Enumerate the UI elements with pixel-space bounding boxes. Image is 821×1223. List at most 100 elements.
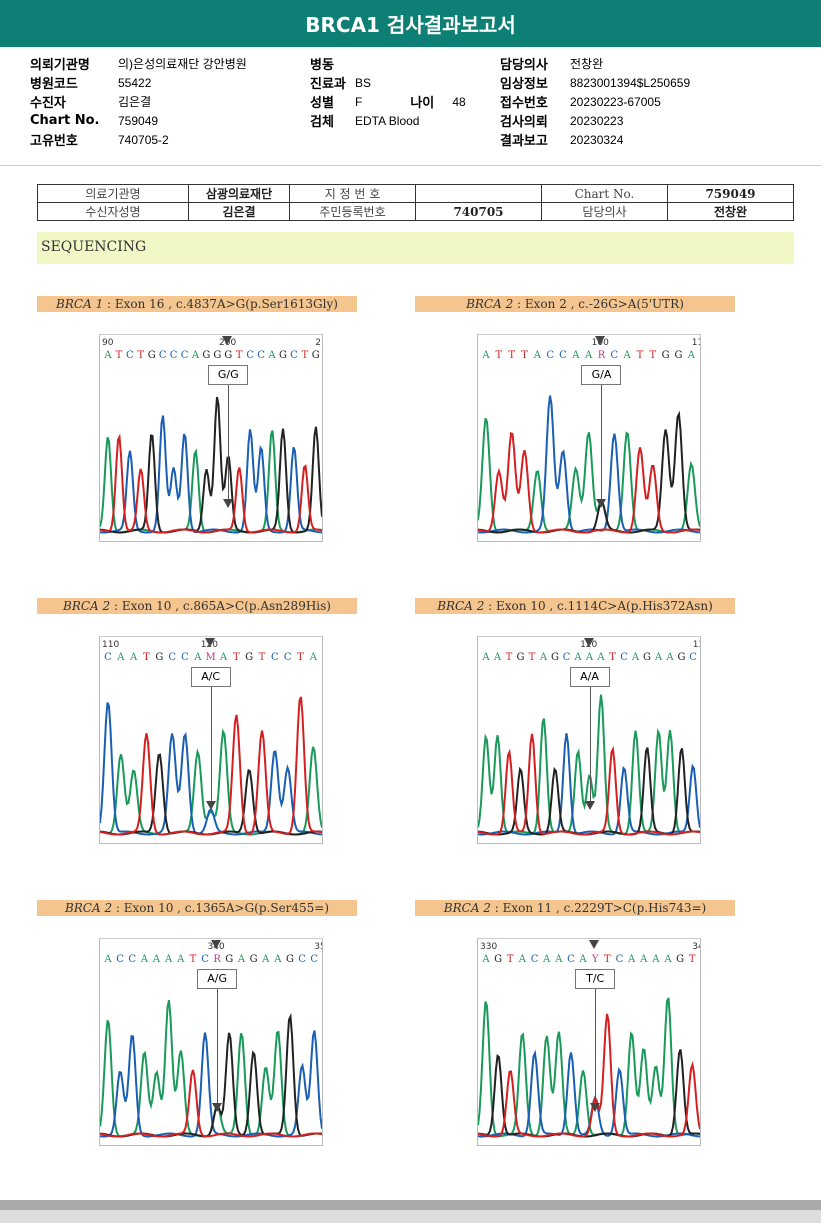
base-call: A: [627, 954, 636, 965]
genotype-box: A/C: [190, 667, 231, 687]
base-call: C: [610, 350, 618, 361]
base-call: C: [310, 954, 318, 965]
base-call: R: [213, 954, 221, 965]
base-call: C: [128, 954, 136, 965]
base-call: C: [201, 954, 209, 965]
base-call: T: [529, 652, 536, 663]
base-call: A: [542, 954, 551, 965]
trace-A: [478, 694, 700, 836]
trace-G: [100, 396, 322, 534]
info-value: 김은결: [118, 95, 152, 109]
genotype-box: A/A: [569, 667, 610, 687]
base-call: C: [546, 350, 554, 361]
base-call: A: [267, 350, 276, 361]
info-value: 8823001394$L250659: [570, 75, 691, 90]
base-call: A: [663, 954, 672, 965]
info-row: 수진자 김은결: [30, 92, 247, 111]
variant-label: BRCA 2 : Exon 10 , c.865A>C(p.Asn289His): [37, 598, 357, 614]
gene-name: BRCA 2: [64, 901, 113, 915]
position-tick: 330: [480, 942, 497, 952]
trace-G: [478, 410, 700, 534]
variant-label: BRCA 2 : Exon 11 , c.2229T>C(p.His743=): [415, 900, 735, 916]
base-call: A: [584, 350, 593, 361]
base-call: T: [649, 350, 656, 361]
variant-description: : Exon 2 , c.-26G>A(5'UTR): [513, 297, 684, 311]
base-call: A: [140, 954, 149, 965]
cell: [415, 184, 542, 203]
genotype-box: G/A: [581, 365, 622, 385]
gene-name: BRCA 1: [56, 297, 104, 311]
trace-T: [100, 433, 322, 534]
cell: 수신자성명: [37, 202, 189, 221]
base-call: G: [662, 350, 670, 361]
base-call: C: [531, 954, 539, 965]
base-call: T: [259, 652, 266, 663]
variant-label: BRCA 1 : Exon 16 , c.4837A>G(p.Ser1613Gl…: [37, 296, 357, 312]
marker-line: [595, 987, 597, 1107]
base-call: T: [302, 350, 309, 361]
variant-description: : Exon 10 , c.1365A>G(p.Ser455=): [112, 901, 330, 915]
cell: 주민등록번호: [289, 202, 416, 221]
base-call: A: [219, 652, 228, 663]
variant-description: : Exon 11 , c.2229T>C(p.His743=): [490, 901, 707, 915]
base-call: T: [495, 350, 502, 361]
info-label: 의뢰기관명: [30, 58, 90, 73]
arrow-down-icon: [204, 638, 215, 647]
trace-A: [478, 997, 700, 1138]
base-call: G: [643, 652, 651, 663]
info-value: BS: [355, 75, 372, 90]
base-call: T: [116, 350, 123, 361]
base-call: T: [609, 652, 616, 663]
base-call: A: [623, 350, 632, 361]
base-call: A: [533, 350, 542, 361]
base-call: A: [261, 954, 270, 965]
chromatogram-panel: BRCA 2 : Exon 10 , c.1114C>A(p.His372Asn…: [415, 598, 735, 844]
base-call: C: [271, 652, 279, 663]
base-call: G: [279, 350, 287, 361]
info-label: 병동: [310, 58, 334, 73]
base-call: Y: [591, 954, 599, 965]
info-value: 759049: [118, 113, 159, 128]
base-call: T: [143, 652, 150, 663]
base-call: A: [103, 954, 112, 965]
chromatogram-panel: BRCA 2 : Exon 2 , c.-26G>A(5'UTR) 10011(…: [415, 296, 735, 542]
trace-plot: 90 200 2A T C T G C C C A G G G T C C A G C T G: [100, 338, 322, 534]
trace-C: [100, 415, 322, 534]
cell: 담당의사: [541, 202, 668, 221]
info-value: 의)은성의료재단 강안병원: [118, 57, 247, 71]
base-call: C: [567, 954, 575, 965]
base-call: A: [481, 652, 490, 663]
info-row: 고유번호 740705-2: [30, 130, 247, 150]
position-tick: 2: [315, 338, 321, 348]
divider: [0, 165, 821, 166]
base-call: C: [116, 954, 124, 965]
base-call: C: [290, 350, 298, 361]
info-row: 의뢰기관명 의)은성의료재단 강안병원: [30, 54, 247, 73]
arrow-down-icon: [589, 940, 600, 949]
base-call: C: [689, 652, 697, 663]
base-call: A: [129, 652, 138, 663]
base-call: A: [596, 652, 605, 663]
arrow-down-icon: [596, 499, 607, 508]
base-call: T: [233, 652, 240, 663]
base-call: G: [155, 652, 163, 663]
arrow-down-icon: [583, 638, 594, 647]
info-label: 검사의뢰: [500, 115, 548, 130]
trace-T: [100, 1069, 322, 1138]
chromatogram: 34035ACCAAAATCRGAGAAGCCA/G: [99, 938, 323, 1146]
info-value: 전창완: [570, 57, 604, 71]
marker-line: [589, 685, 591, 805]
base-call: A: [578, 954, 587, 965]
variant-description: : Exon 10 , c.1114C>A(p.His372Asn): [484, 599, 713, 613]
base-call: A: [481, 954, 490, 965]
trace-plot: 34035ACCAAAATCRGAGAAGCC: [100, 942, 322, 1138]
base-call: T: [637, 350, 644, 361]
cell: 의료기관명: [37, 184, 189, 203]
info-label: 고유번호: [30, 134, 78, 149]
cell: 전창완: [667, 202, 794, 221]
base-call: C: [246, 350, 254, 361]
arrow-down-icon: [222, 336, 233, 345]
base-call: A: [116, 652, 125, 663]
